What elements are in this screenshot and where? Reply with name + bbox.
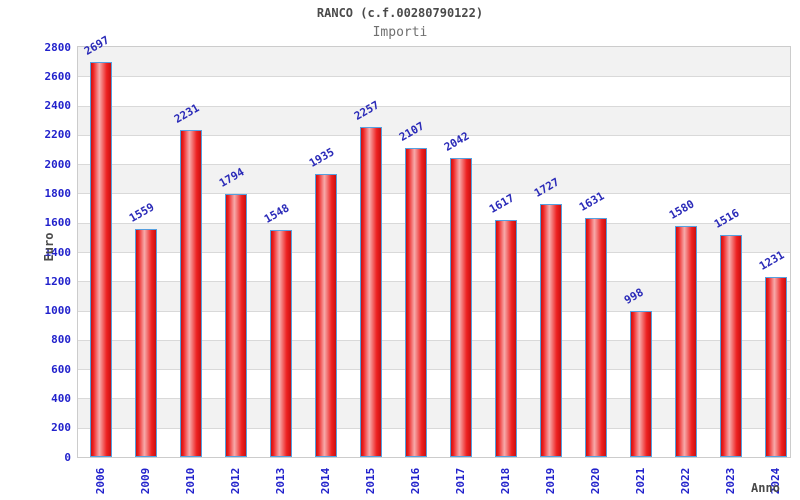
bar: [629, 310, 652, 457]
gridline: [78, 164, 790, 166]
y-tick-label: 0: [64, 450, 71, 464]
x-tick-label: 2012: [228, 467, 242, 495]
x-axis-title: Anno: [751, 481, 780, 495]
y-tick-label: 400: [51, 391, 71, 405]
y-tick-label: 1200: [44, 274, 72, 288]
grid-band: [78, 105, 790, 135]
y-axis-tick-labels: 0 200 400 600 800 1000 1200 1400 1600 1800 2000 220…: [0, 41, 72, 464]
bar: [269, 230, 292, 457]
x-tick-label: 2013: [273, 467, 287, 495]
gridline: [78, 76, 790, 78]
chart-title: RANCO (c.f.00280790122): [316, 6, 484, 20]
grid-band: [78, 76, 790, 106]
x-tick-label: 2019: [543, 467, 557, 495]
y-tick-label: 1400: [44, 245, 72, 259]
bar: [359, 126, 382, 457]
bar: [584, 218, 607, 457]
bar: [449, 158, 472, 457]
gridline: [78, 105, 790, 107]
y-axis-title: Euro: [42, 232, 56, 262]
y-tick-label: 600: [51, 362, 71, 376]
y-tick-label: 2000: [44, 157, 72, 171]
bar: [764, 276, 787, 457]
x-tick-label: 2016: [408, 467, 422, 495]
gridline: [78, 398, 790, 400]
x-axis-tick-labels: 2006 2009 2010 2012 2013 2014 2015 2016 2017 2018…: [78, 458, 790, 500]
bar: [539, 204, 562, 457]
bar: [224, 194, 247, 457]
gridline: [78, 193, 790, 195]
x-tick-label: 2015: [363, 467, 377, 495]
y-tick-label: 2200: [44, 128, 72, 142]
x-tick-label: 2022: [678, 467, 692, 495]
grid-band: [78, 47, 790, 77]
gridline: [78, 310, 790, 312]
gridline: [78, 281, 790, 283]
y-tick-label: 2400: [44, 99, 72, 113]
x-tick-label: 2021: [633, 467, 647, 495]
y-tick-label: 2600: [44, 69, 72, 83]
x-tick-label: 2010: [183, 467, 197, 495]
x-tick-label: 2009: [138, 467, 152, 495]
y-tick-label: 1000: [44, 304, 72, 318]
bar: [89, 62, 112, 457]
x-tick-label: 2017: [453, 467, 467, 495]
bar: [179, 130, 202, 457]
bar: [719, 235, 742, 457]
x-tick-label: 2018: [498, 467, 512, 495]
gridline: [78, 339, 790, 341]
gridline: [78, 369, 790, 371]
x-tick-label: 2020: [588, 467, 602, 495]
y-tick-label: 2800: [44, 40, 72, 54]
bar: [494, 220, 517, 457]
bar: [674, 225, 697, 457]
y-tick-label: 800: [51, 333, 71, 347]
y-tick-label: 200: [51, 421, 71, 435]
chart-subtitle: Importi: [372, 25, 428, 40]
gridline: [78, 134, 790, 136]
gridline: [78, 427, 790, 429]
gridline: [78, 252, 790, 253]
bar: [134, 228, 157, 457]
x-tick-label: 2014: [318, 467, 332, 495]
y-tick-label: 1800: [44, 186, 72, 200]
gridline: [78, 222, 790, 224]
x-tick-label: 2006: [93, 467, 107, 495]
x-tick-label: 2023: [723, 467, 737, 495]
bar: [314, 173, 337, 457]
plot-area: 2697 1559 2231 1794 1548 1935 2257 2107 2042 1617…: [77, 33, 791, 458]
y-tick-label: 1600: [44, 216, 72, 230]
bar: [404, 148, 427, 457]
